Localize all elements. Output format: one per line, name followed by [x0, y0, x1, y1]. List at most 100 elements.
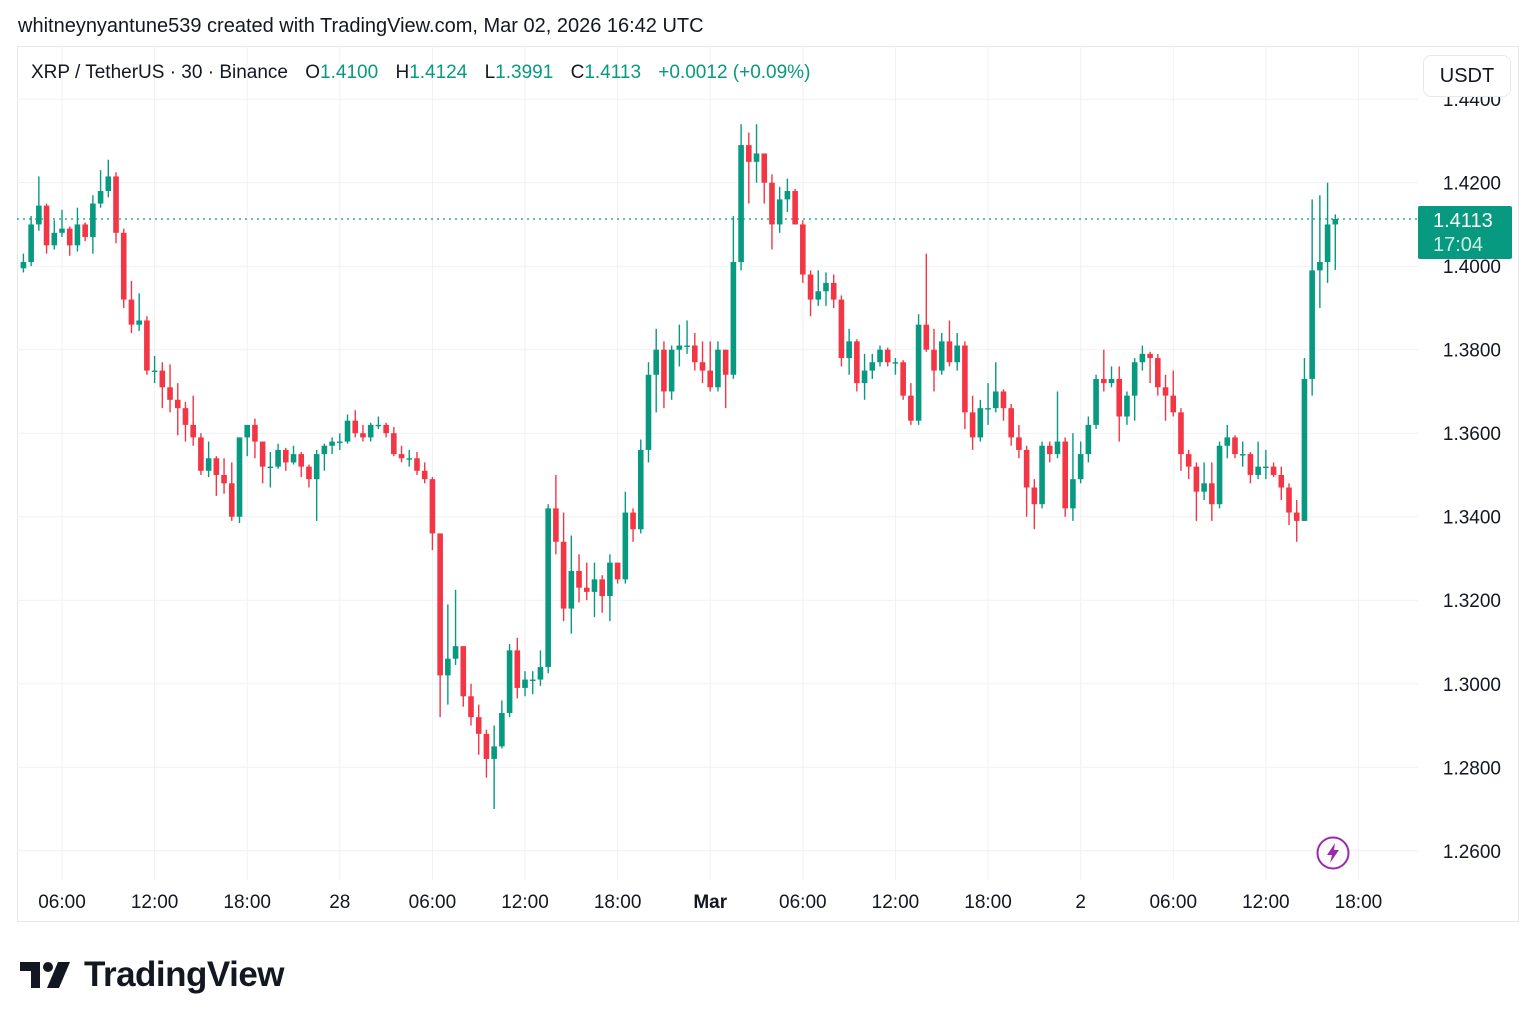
candle-body [244, 424, 251, 438]
candles [20, 124, 1339, 810]
candle-up [74, 207, 81, 252]
candle-down [190, 395, 196, 446]
candle-body [113, 176, 119, 233]
candle-body [1046, 445, 1053, 455]
candle-up [892, 358, 899, 375]
candle-body [1108, 378, 1115, 384]
candle-up [776, 186, 783, 233]
candle-down [198, 433, 204, 475]
candle-up [59, 209, 65, 237]
candle-body [1093, 378, 1099, 425]
candle-up [1239, 441, 1246, 467]
candle-body [475, 717, 482, 734]
candle-down [66, 226, 73, 256]
candle-body [90, 203, 96, 237]
candle-body [884, 349, 891, 363]
candle-down [830, 274, 837, 308]
candle-up [506, 644, 513, 718]
candle-body [174, 399, 181, 409]
candle-down [769, 174, 775, 250]
candle-up [645, 362, 652, 463]
candle-body [1155, 358, 1161, 388]
candle-body [352, 420, 359, 434]
candle-down [1170, 370, 1177, 417]
candle-body [43, 205, 50, 246]
candle-body [1324, 224, 1331, 263]
price-tick-label: 1.3400 [1443, 508, 1501, 529]
candle-down [213, 456, 220, 496]
candle-up [51, 220, 58, 250]
candle-body [1031, 487, 1038, 505]
time-tick-label: 06:00 [38, 892, 86, 913]
candle-up [20, 253, 27, 273]
candle-up [568, 535, 575, 634]
candle-body [1062, 441, 1069, 509]
candle-down [583, 562, 590, 601]
tradingview-logo[interactable]: TradingView [20, 955, 285, 995]
candle-body [429, 479, 436, 534]
candle-down [800, 220, 806, 283]
candle-down [383, 422, 389, 438]
candle-body [28, 224, 34, 263]
candle-body [1232, 437, 1238, 455]
candle-body [746, 145, 752, 162]
candle-body [807, 274, 814, 300]
candle-down [1155, 353, 1161, 396]
candle-up [136, 293, 142, 331]
candle-up [607, 554, 613, 622]
candle-up [915, 314, 922, 425]
candle-body [1008, 408, 1014, 438]
candle-body [1239, 454, 1246, 456]
time-tick-label: 18:00 [1335, 892, 1383, 913]
candle-body [1263, 466, 1269, 469]
chart-credit: whitneynyantune539 created with TradingV… [18, 15, 704, 37]
candle-up [1039, 441, 1045, 509]
candle-body [769, 182, 775, 225]
candle-body [854, 341, 860, 384]
candle-up [1131, 358, 1138, 421]
candle-body [236, 437, 243, 517]
candle-down [722, 349, 729, 409]
candle-up [715, 341, 721, 392]
candle-body [992, 391, 999, 409]
candle-body [977, 408, 984, 438]
candle-up [313, 449, 320, 521]
candle-up [1054, 391, 1061, 459]
candle-down [1116, 366, 1123, 442]
candle-body [190, 424, 196, 438]
candle-body [522, 679, 528, 688]
candle-down [391, 426, 397, 457]
candle-body [1178, 412, 1184, 455]
candle-down [1270, 462, 1277, 478]
candle-up [1139, 345, 1146, 371]
candle-down [1209, 462, 1215, 521]
time-tick-label: 06:00 [1149, 892, 1197, 913]
candle-body [1000, 391, 1007, 409]
candle-up [977, 399, 984, 442]
lightning-bolt-icon[interactable] [1316, 836, 1350, 870]
candle-body [1270, 466, 1277, 475]
candle-up [1301, 358, 1308, 521]
candle-body [66, 228, 73, 246]
currency-button[interactable]: USDT [1423, 55, 1511, 97]
candle-body [699, 362, 706, 371]
candle-up [653, 328, 660, 413]
candle-body [738, 145, 744, 263]
candle-up [1124, 391, 1130, 425]
candle-up [1085, 416, 1092, 463]
time-tick-label: 18:00 [223, 892, 271, 913]
candle-up [738, 124, 744, 271]
candle-up [236, 437, 243, 523]
candle-body [938, 341, 945, 371]
symbol-title[interactable]: XRP / TetherUS · 30 · Binance [31, 62, 288, 83]
candle-down [707, 341, 714, 392]
candle-body [583, 587, 590, 592]
candle-up [28, 216, 34, 267]
candle-body [298, 454, 305, 467]
candle-up [877, 345, 883, 367]
candle-body [36, 205, 42, 225]
candle-down [962, 341, 968, 430]
candle-up [344, 414, 351, 444]
high-label: H [395, 62, 410, 83]
